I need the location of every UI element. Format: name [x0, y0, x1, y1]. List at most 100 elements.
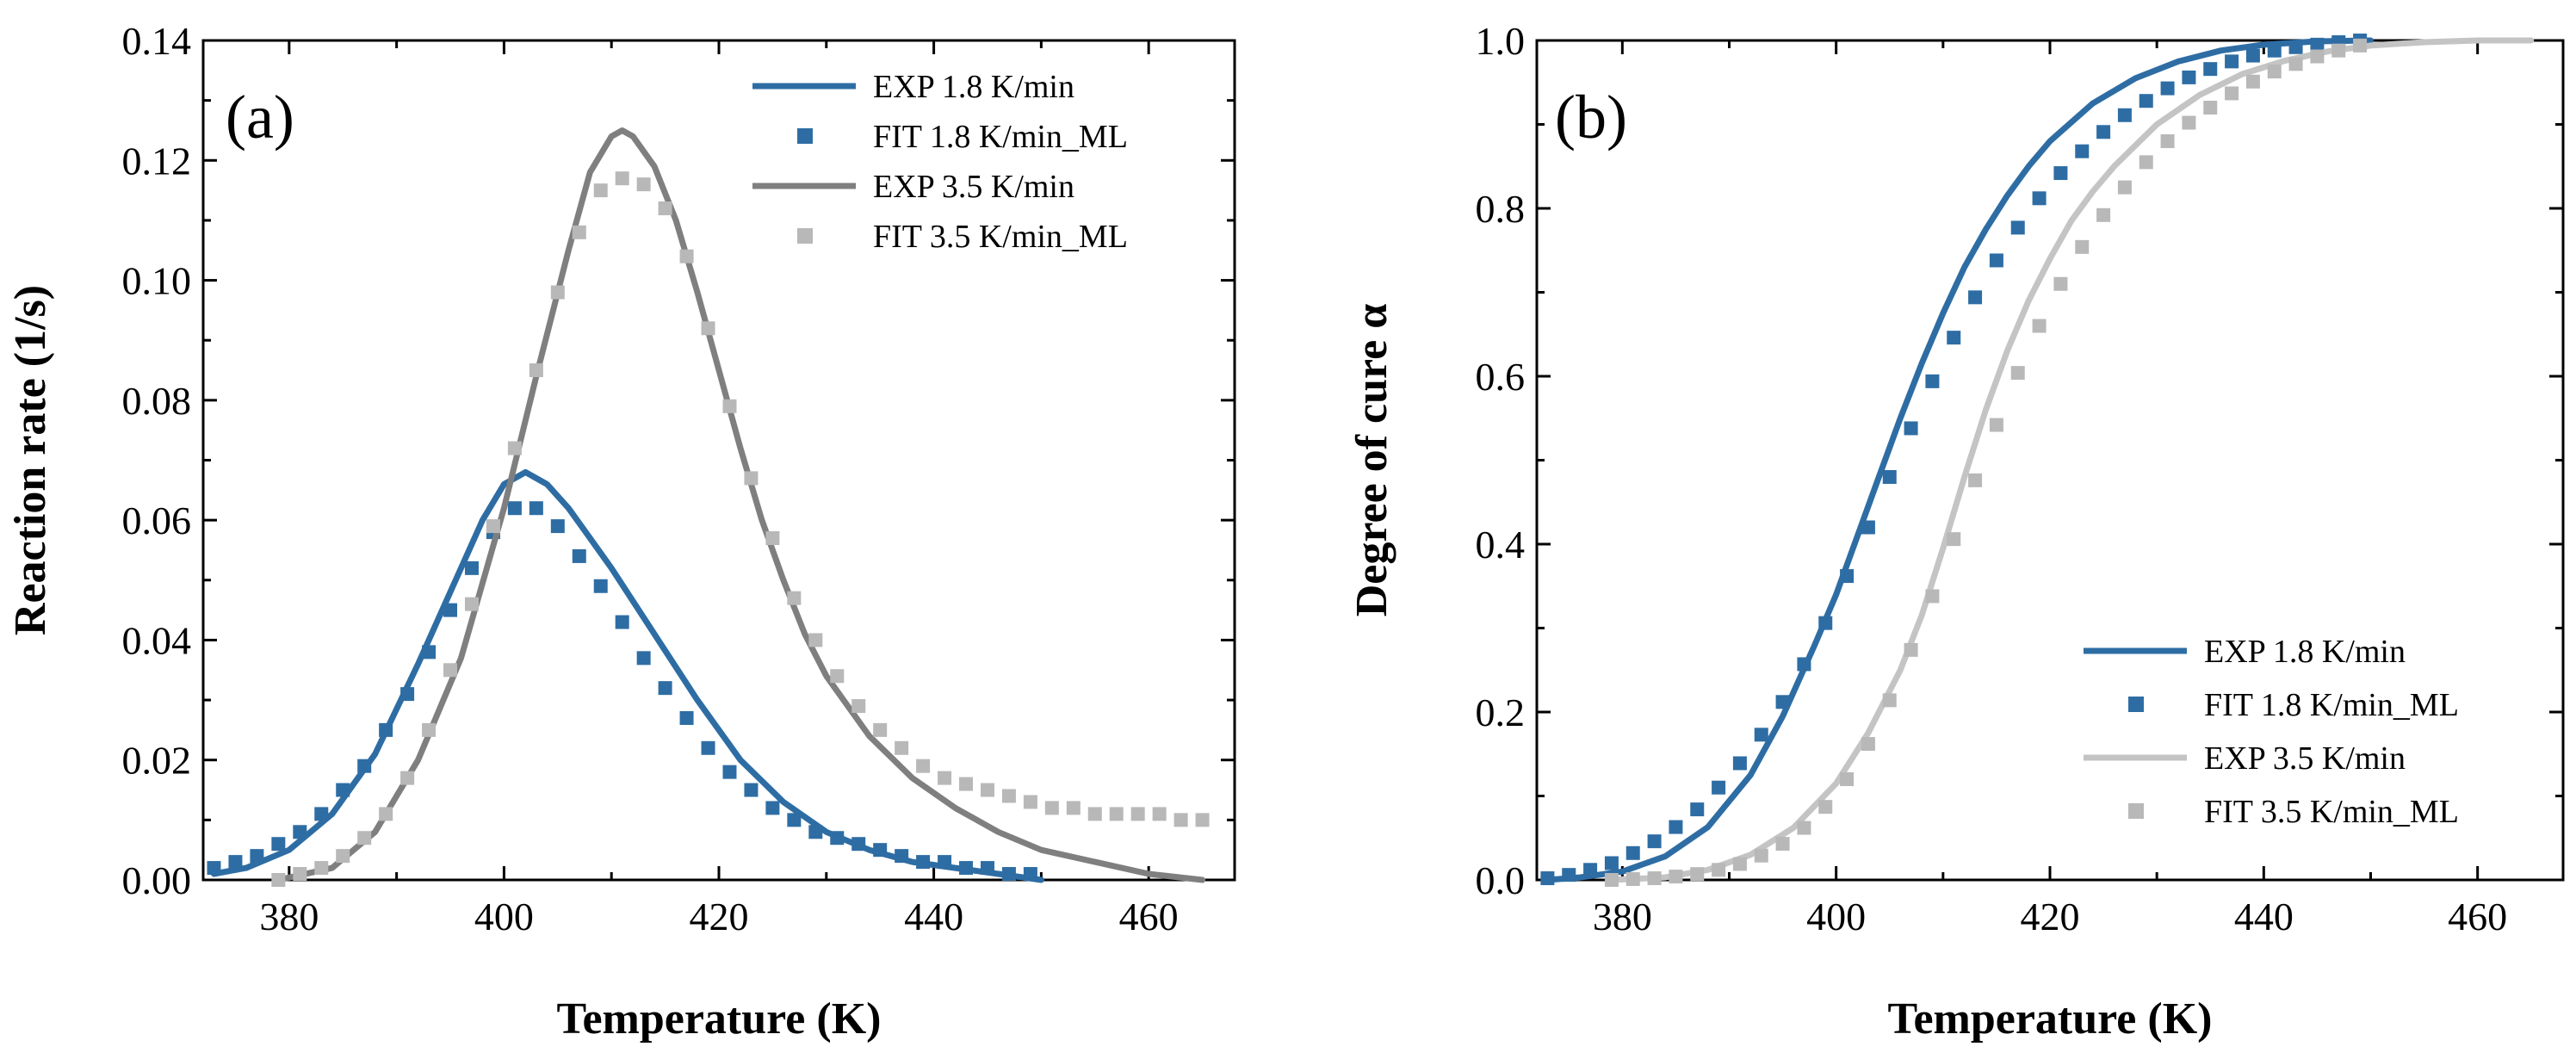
data-point — [1732, 857, 1747, 871]
data-point — [1712, 863, 1726, 877]
data-point — [529, 501, 543, 516]
legend-label: EXP 1.8 K/min — [873, 69, 1074, 105]
data-point — [1818, 800, 1833, 814]
data-point — [615, 615, 629, 629]
y-tick-label: 0.4 — [1476, 523, 1526, 567]
data-point — [2032, 319, 2047, 333]
data-point — [1647, 871, 1662, 886]
data-point — [293, 825, 307, 839]
y-tick-label: 0.06 — [122, 499, 192, 542]
legend-label: FIT 1.8 K/min_ML — [2204, 687, 2459, 723]
data-point — [938, 855, 952, 870]
data-point — [2160, 134, 2175, 148]
data-point — [1044, 801, 1059, 815]
legend-marker-swatch — [2128, 803, 2144, 819]
data-point — [2075, 239, 2090, 254]
data-point — [2225, 54, 2239, 69]
series-line — [1544, 37, 2374, 883]
data-point — [701, 740, 715, 755]
data-point — [1625, 872, 1640, 887]
y-tick-label: 0.8 — [1476, 187, 1526, 231]
legend-label: FIT 3.5 K/min_ML — [873, 219, 1128, 255]
series-fit-1-8-k-min-ml — [207, 501, 1037, 882]
data-point — [1604, 873, 1619, 887]
data-point — [443, 663, 458, 678]
data-point — [314, 861, 329, 876]
data-point — [357, 831, 372, 845]
data-point — [2096, 125, 2111, 139]
data-point — [593, 579, 608, 593]
x-axis-title: Temperature (K) — [557, 994, 882, 1044]
data-point — [1775, 695, 1790, 709]
data-point — [722, 399, 737, 413]
series-exp-3-5-k-min — [1608, 37, 2535, 883]
data-point — [529, 363, 543, 378]
data-point — [2182, 70, 2196, 84]
data-point — [2117, 180, 2132, 195]
legend-marker-swatch — [797, 228, 813, 244]
data-point — [1947, 331, 1961, 345]
data-point — [2203, 62, 2218, 77]
data-point — [1797, 821, 1811, 835]
data-point — [1882, 470, 1897, 484]
data-point — [1904, 642, 1918, 657]
data-point — [765, 801, 780, 815]
x-tick-label: 440 — [2234, 895, 2294, 938]
data-point — [1087, 807, 1102, 821]
data-point — [2310, 37, 2325, 52]
data-point — [1925, 374, 1940, 388]
legend-label: FIT 3.5 K/min_ML — [2204, 794, 2459, 830]
data-point — [1647, 834, 1662, 849]
data-point — [916, 855, 931, 870]
data-point — [1001, 789, 1016, 803]
y-tick-label: 0.6 — [1476, 355, 1526, 399]
series-fit-3-5-k-min-ml — [1604, 38, 2368, 887]
panel-label: (a) — [226, 83, 294, 152]
data-point — [1540, 871, 1555, 886]
data-point — [701, 321, 715, 336]
data-point — [980, 783, 994, 797]
x-tick-label: 420 — [2021, 895, 2080, 938]
data-point — [250, 849, 264, 864]
data-point — [895, 849, 909, 864]
data-point — [1066, 801, 1081, 815]
data-point — [787, 591, 802, 605]
panel-a-reaction-rate: 380 400 420 440 460 0.00 0.02 0.04 0.06 0.08 0.10 0… — [6, 19, 1236, 1044]
data-point — [1989, 253, 2003, 268]
series-fit-1-8-k-min-ml — [1540, 34, 2368, 886]
panel-b-degree-of-cure: 380 400 420 440 460 0.0 0.2 0.4 0.6 0.8 1.0 Tempera… — [1347, 19, 2565, 1044]
data-point — [2117, 108, 2132, 122]
data-point — [379, 722, 393, 737]
data-point — [1840, 772, 1855, 786]
y-tick-label: 0.04 — [122, 618, 192, 662]
data-point — [379, 807, 393, 821]
x-tick-label: 420 — [690, 895, 749, 938]
data-point — [1562, 868, 1576, 882]
data-point — [2010, 220, 2025, 235]
plot-frame — [1535, 39, 2565, 882]
data-point — [679, 249, 694, 263]
data-point — [1947, 532, 1961, 547]
data-point — [1130, 807, 1145, 821]
legend-label: EXP 3.5 K/min — [2204, 740, 2406, 777]
data-point — [1925, 589, 1940, 604]
data-point — [808, 633, 823, 647]
data-point — [314, 807, 329, 821]
data-point — [443, 603, 458, 617]
data-point — [658, 681, 672, 696]
data-point — [422, 645, 437, 660]
data-point — [615, 171, 629, 186]
legend-label: FIT 1.8 K/min_ML — [873, 119, 1128, 155]
data-point — [1797, 657, 1811, 672]
series-fit-3-5-k-min-ml — [271, 171, 1210, 887]
x-tick-label: 460 — [2448, 895, 2507, 938]
data-point — [787, 813, 802, 827]
data-point — [1861, 737, 1875, 752]
x-tick-label: 400 — [474, 895, 534, 938]
data-point — [636, 651, 651, 666]
series-exp-1-8-k-min — [211, 468, 1044, 883]
data-point — [336, 783, 350, 797]
data-point — [2053, 276, 2068, 291]
data-point — [486, 519, 500, 534]
data-point — [1001, 867, 1016, 882]
